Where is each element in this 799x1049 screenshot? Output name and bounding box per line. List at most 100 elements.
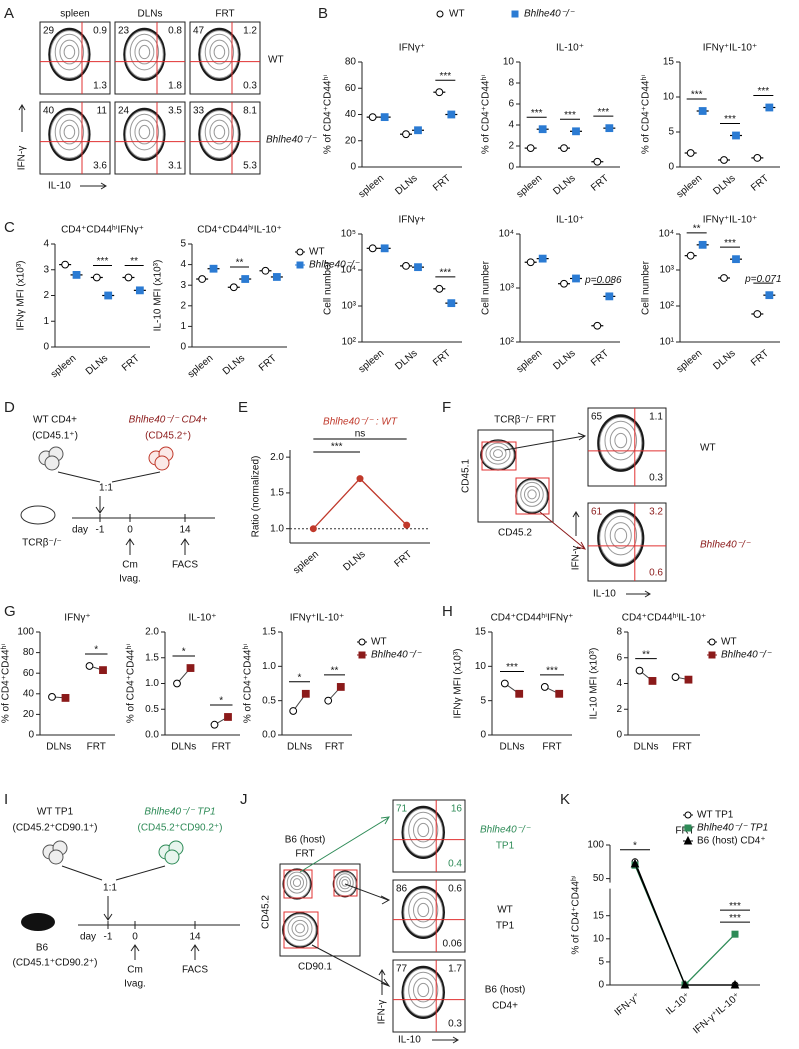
ratio: 1:1 [103, 883, 117, 894]
x-tick-label: DLNs [711, 348, 737, 373]
data-point [686, 149, 695, 157]
data-point [402, 130, 410, 139]
legend-label: Bhlhe40⁻/⁻ [524, 9, 575, 20]
data-point [173, 679, 181, 688]
data-point [380, 113, 389, 122]
donor-label: WT TP1 [37, 807, 74, 818]
donor-label: (CD45.2⁺CD90.1⁺) [12, 823, 97, 834]
y-tick-label: 15 [663, 57, 675, 68]
donor-label: Bhlhe40⁻/⁻ CD4+ [129, 415, 208, 426]
y-tick-label: 6 [616, 652, 622, 663]
quadrant-value: 0.06 [443, 939, 463, 950]
data-point [435, 284, 444, 293]
data-point [540, 683, 549, 691]
panel-label: F [442, 399, 451, 416]
quadrant-value: 0.8 [168, 26, 182, 37]
y-tick-label: 100 [587, 840, 604, 851]
plot-label: TP1 [496, 921, 515, 932]
x-tick-label: FRT [392, 549, 414, 570]
data-point [605, 292, 614, 301]
contour [408, 891, 439, 929]
y-tick-label: 4 [180, 259, 186, 270]
event: FACS [182, 965, 208, 976]
event: Cm [127, 965, 143, 976]
panel-label: C [4, 219, 15, 236]
legend-label: WT [309, 247, 325, 258]
x-tick-label: IL-10⁺ [664, 991, 693, 1017]
x-tick-label: FRT [431, 348, 453, 369]
series-line [634, 864, 736, 987]
chart-title: IFNγ+ [399, 215, 426, 226]
data-point [593, 157, 602, 166]
quadrant-value: 47 [193, 26, 205, 37]
contour [403, 888, 444, 937]
panel-label: J [240, 791, 248, 808]
y-axis-label: Cell number [641, 260, 652, 315]
plot-title: TCRβ⁻/⁻ FRT [494, 415, 556, 426]
y-tick-label: 1.0 [262, 661, 276, 672]
axis-arrow [378, 969, 386, 995]
axis-arrow [18, 104, 26, 132]
contour [290, 875, 304, 891]
contour [63, 44, 76, 60]
quadrant-value: 33 [193, 106, 205, 117]
data-point [572, 274, 580, 283]
axis-label: IL-10 [398, 1035, 421, 1046]
data-point [224, 713, 232, 721]
data-point [447, 110, 456, 119]
plot-label: Bhlhe40⁻/⁻ [480, 825, 531, 836]
gate [333, 869, 358, 897]
sig-label: * [94, 645, 98, 656]
axis-label: CD45.2 [261, 895, 272, 929]
chart-title: IFNγ⁺ [399, 43, 425, 54]
data-point [686, 251, 695, 260]
y-tick-label: 4 [616, 678, 622, 689]
plot-title: B6 (host) [285, 835, 326, 846]
contour [54, 113, 85, 151]
y-tick-label: 10⁴ [341, 265, 356, 276]
quadrant-value: 3.5 [168, 106, 182, 117]
legend-label: WT TP1 [697, 810, 734, 821]
contour [129, 113, 160, 151]
y-tick-label: 60 [345, 83, 357, 94]
sig-label: * [182, 647, 186, 658]
y-tick-label: 0.0 [262, 730, 276, 741]
axis-label: CD45.2 [498, 528, 532, 539]
data-point [48, 692, 56, 701]
contour [614, 527, 628, 544]
chart-title: Bhlhe40⁻/⁻ : WT [323, 417, 398, 428]
x-tick-label: spleen [515, 348, 545, 375]
quadrant-value: 1.7 [448, 964, 462, 975]
donor-label: WT CD4+ [33, 415, 77, 426]
panel-label: B [318, 5, 328, 22]
x-tick-label: DLNs [711, 173, 737, 198]
arrow [103, 896, 113, 921]
y-tick-label: 5 [480, 695, 486, 706]
data-point [135, 286, 144, 295]
series-line [634, 863, 735, 986]
x-tick-label: spleen [675, 348, 705, 375]
data-point [402, 261, 410, 270]
quadrant-value: 3.1 [168, 161, 182, 172]
y-axis-label: % of CD4⁺CD44ʰⁱ [571, 875, 582, 954]
contour [485, 442, 511, 465]
sig-label: p=0.086 [584, 275, 622, 286]
y-tick-label: 0 [598, 980, 604, 991]
sig-label: ns [355, 429, 366, 440]
plot-label: WT [700, 443, 716, 454]
data-point [403, 521, 411, 529]
cells [158, 840, 184, 865]
data-point [698, 107, 707, 115]
data-point [720, 274, 728, 282]
y-tick-label: 2 [180, 300, 186, 311]
axis-label: IFN-γ [571, 546, 582, 570]
y-tick-label: 0.0 [145, 730, 159, 741]
chart-title: CD4⁺CD44ʰⁱIL-10⁺ [197, 225, 282, 236]
y-tick-label: 10⁵ [341, 229, 356, 240]
y-tick-label: 5 [668, 127, 674, 138]
arrow [95, 496, 105, 514]
connector [57, 471, 161, 483]
contour [138, 124, 151, 140]
data-point [296, 248, 304, 256]
data-point [635, 666, 644, 675]
